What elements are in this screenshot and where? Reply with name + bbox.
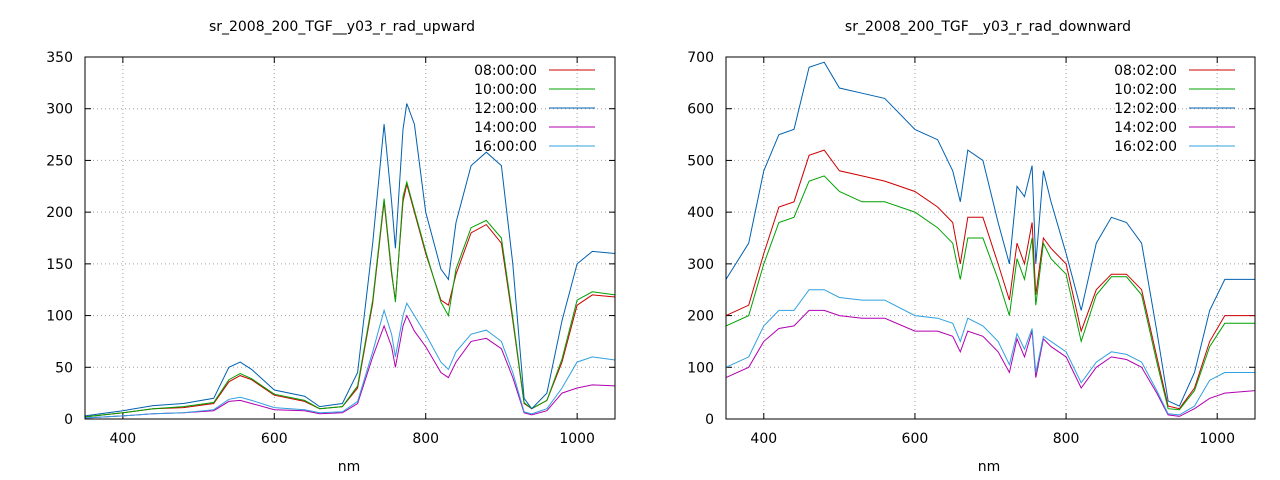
- y-tick-label: 600: [687, 102, 714, 118]
- series-line-12:00:00: [84, 103, 616, 417]
- legend-label: 14:00:00: [474, 120, 537, 136]
- legend-label: 16:00:00: [474, 139, 537, 155]
- x-tick-label: 800: [412, 431, 439, 447]
- x-tick-label: 800: [1053, 431, 1080, 447]
- legend-label: 16:02:00: [1114, 139, 1177, 155]
- series-line-16:00:00: [84, 301, 616, 419]
- y-tick-label: 300: [687, 257, 714, 273]
- y-tick-label: 700: [687, 50, 714, 66]
- y-tick-label: 250: [46, 153, 73, 169]
- legend-label: 14:02:00: [1114, 120, 1177, 136]
- legend-label: 08:00:00: [474, 63, 537, 79]
- series-line-14:02:00: [725, 309, 1256, 417]
- chart-title: sr_2008_200_TGF__y03_r_rad_upward: [209, 19, 475, 35]
- x-tick-label: 1000: [1199, 431, 1235, 447]
- x-tick-label: 600: [902, 431, 929, 447]
- plot-frame: [84, 56, 616, 420]
- legend-label: 10:00:00: [474, 82, 537, 98]
- y-tick-label: 50: [55, 360, 73, 376]
- gridlines: [85, 57, 615, 419]
- axes: 0 50 100 150 200 250 300 350 400 600 800 1000: [46, 50, 615, 447]
- chart-title: sr_2008_200_TGF__y03_r_rad_downward: [845, 19, 1131, 35]
- y-tick-label: 400: [687, 205, 714, 221]
- y-tick-label: 200: [46, 205, 73, 221]
- series-line-12:02:00: [725, 61, 1255, 407]
- x-axis-label: nm: [338, 459, 361, 475]
- chart-downward: sr_2008_200_TGF__y03_r_rad_downward nm 0…: [687, 19, 1256, 475]
- series-group: [725, 61, 1256, 417]
- x-tick-label: 400: [109, 431, 136, 447]
- plot-frame: [725, 56, 1256, 420]
- series-line-16:02:00: [725, 289, 1255, 416]
- series-line-14:00:00: [84, 314, 616, 419]
- series-group: [84, 103, 616, 419]
- x-tick-label: 400: [750, 431, 777, 447]
- chart-upward: sr_2008_200_TGF__y03_r_rad_upward nm 0 50…: [46, 19, 616, 475]
- y-tick-label: 100: [687, 360, 714, 376]
- legend-label: 12:02:00: [1114, 101, 1177, 117]
- y-tick-label: 100: [46, 309, 73, 325]
- y-tick-label: 500: [687, 153, 714, 169]
- legend: 08:00:00 10:00:00 12:00:00 14:00:00 16:00:00: [474, 63, 595, 155]
- y-tick-label: 300: [46, 102, 73, 118]
- legend: 08:02:00 10:02:00 12:02:00 14:02:00 16:02:00: [1114, 63, 1235, 155]
- series-line-08:00:00: [84, 184, 616, 418]
- series-line-10:00:00: [84, 180, 616, 418]
- y-tick-label: 200: [687, 309, 714, 325]
- y-tick-label: 350: [46, 50, 73, 66]
- legend-label: 08:02:00: [1114, 63, 1177, 79]
- x-tick-label: 600: [261, 431, 288, 447]
- y-tick-label: 150: [46, 257, 73, 273]
- legend-label: 10:02:00: [1114, 82, 1177, 98]
- x-axis-label: nm: [978, 459, 1001, 475]
- gridlines: [726, 57, 1255, 419]
- axes: 0 100 200 300 400 500 600 700 400 600 800 1000: [687, 50, 1255, 447]
- y-tick-label: 0: [64, 412, 73, 428]
- series-line-08:02:00: [725, 149, 1255, 410]
- series-line-10:02:00: [725, 175, 1255, 411]
- x-tick-label: 1000: [559, 431, 595, 447]
- legend-label: 12:00:00: [474, 101, 537, 117]
- y-tick-label: 0: [705, 412, 714, 428]
